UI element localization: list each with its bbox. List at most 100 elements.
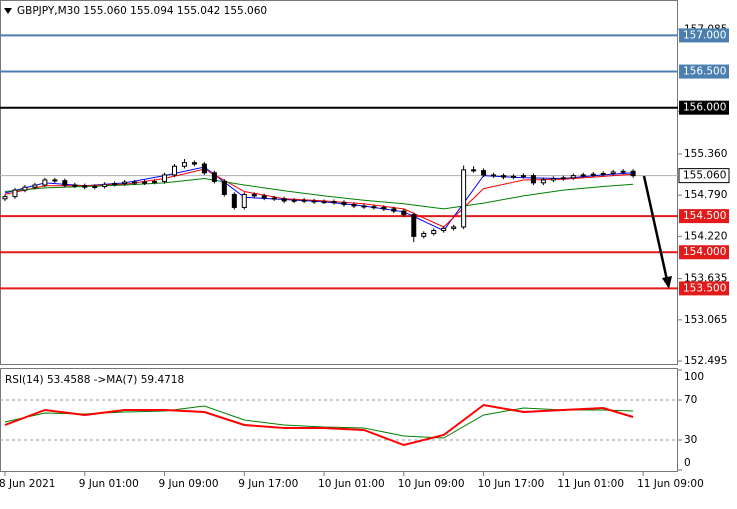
candle-body: [431, 230, 437, 234]
candle-body: [421, 232, 427, 237]
candle-body: [381, 206, 387, 210]
candle-body: [82, 185, 88, 188]
x-tick-label: 11 Jun 09:00: [637, 478, 704, 490]
candle-body: [221, 180, 227, 195]
candle-body: [520, 175, 526, 178]
y-tick-label: 154.790: [684, 189, 727, 201]
candle-body: [371, 206, 377, 209]
candle-body: [261, 195, 267, 199]
rsi-title: RSI(14) 53.4588 ->MA(7) 59.4718: [5, 374, 184, 386]
candle-body: [580, 174, 586, 177]
candle-body: [122, 181, 128, 185]
rsi-y-tick-label: 70: [684, 394, 697, 406]
arrow-head: [662, 276, 672, 289]
candle-body: [540, 179, 546, 184]
candle-body: [72, 184, 78, 187]
candle-body: [600, 172, 606, 175]
candle-body: [92, 185, 98, 188]
y-tick-label: 154.220: [684, 230, 727, 242]
level-label-box: [679, 28, 729, 43]
candle-body: [191, 162, 197, 165]
candle-body: [271, 197, 277, 200]
rsi-line: [4, 403, 634, 447]
candle-body: [132, 181, 138, 184]
candle-body: [2, 196, 8, 200]
level-label: 154.000: [683, 246, 726, 258]
level-label-box: [679, 209, 729, 224]
candle-body: [530, 175, 536, 184]
candle-body: [62, 180, 68, 186]
y-tick-label: 155.360: [684, 148, 727, 160]
x-tick-label: 9 Jun 01:00: [79, 478, 139, 490]
level-label: 153.500: [683, 282, 726, 294]
candle-body: [32, 184, 38, 188]
candle-body: [461, 169, 467, 228]
candle-body: [291, 199, 297, 202]
candle-body: [162, 174, 168, 182]
candle-body: [102, 183, 108, 187]
current-price-box: [678, 168, 730, 184]
axes: 152.495153.065153.635154.220154.790155.3…: [0, 23, 730, 490]
x-tick-label: 10 Jun 01:00: [318, 478, 385, 490]
main-panel: [0, 0, 678, 365]
x-tick-label: 9 Jun 09:00: [159, 478, 219, 490]
candle-body: [152, 180, 158, 183]
candle-body: [171, 165, 177, 176]
candle-body: [351, 204, 357, 207]
candle-body: [570, 175, 576, 179]
candle-body: [281, 198, 287, 202]
candle-body: [491, 174, 497, 177]
candle-body: [630, 170, 636, 177]
chart-title: GBPJPY,M30 155.060 155.094 155.042 155.0…: [17, 5, 267, 17]
candle-body: [341, 201, 347, 206]
moving-average: [4, 177, 634, 210]
arrow-line: [642, 175, 669, 281]
rsi-y-tick-label: 30: [684, 434, 697, 446]
candle-body: [510, 175, 516, 178]
candle-body: [201, 163, 207, 174]
candle-body: [301, 199, 307, 202]
level-label: 157.000: [683, 29, 726, 41]
y-tick-label: 153.065: [684, 314, 727, 326]
y-tick-label: 152.495: [684, 355, 727, 367]
level-label: 156.000: [683, 102, 726, 114]
candle-body: [42, 179, 48, 186]
level-label-box: [679, 281, 729, 296]
candle-body: [12, 189, 18, 198]
level-label-box: [679, 100, 729, 115]
candle-body: [52, 179, 58, 182]
level-label: 154.500: [683, 210, 726, 222]
candle-body: [331, 201, 337, 204]
candle-body: [401, 210, 407, 216]
candle-body: [590, 173, 596, 176]
menu-triangle: [4, 8, 12, 14]
candle-body: [441, 227, 447, 232]
x-tick-label: 9 Jun 17:00: [238, 478, 298, 490]
candle-body: [142, 181, 148, 184]
rsi-plot: [0, 399, 678, 447]
candle-body: [471, 169, 477, 172]
level-label-box: [679, 245, 729, 260]
candle-body: [321, 201, 327, 204]
rsi-y-tick-label: 0: [684, 457, 691, 469]
candle-body: [251, 193, 257, 197]
x-tick-label: 11 Jun 01:00: [557, 478, 624, 490]
candle-body: [620, 170, 626, 173]
candle-body: [451, 226, 457, 229]
candle-body: [311, 200, 317, 203]
candle-body: [361, 205, 367, 208]
x-tick-label: 10 Jun 09:00: [398, 478, 465, 490]
level-label-box: [679, 64, 729, 79]
candle-body: [501, 175, 507, 178]
rsi-y-tick-label: 100: [684, 371, 704, 383]
current-price-label: 155.060: [683, 170, 726, 182]
candle-body: [610, 171, 616, 174]
candle-body: [481, 170, 487, 176]
arrow-annotation: [642, 175, 672, 289]
level-label: 156.500: [683, 66, 726, 78]
candle-body: [112, 183, 118, 186]
candle-body: [560, 177, 566, 180]
main-plot: [0, 34, 678, 290]
